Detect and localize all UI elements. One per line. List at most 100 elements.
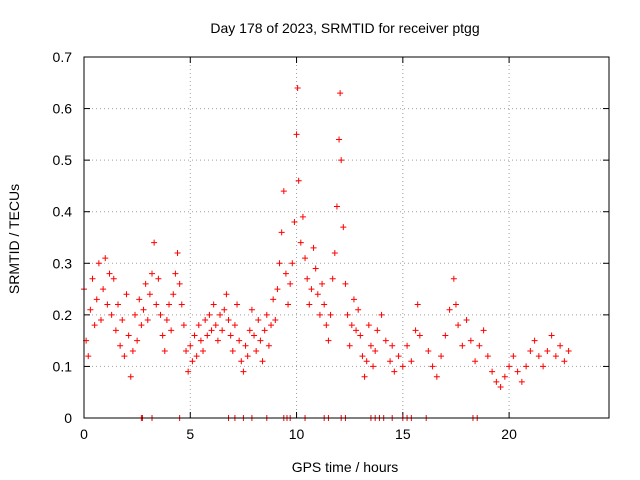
data-point (238, 358, 245, 365)
data-point (261, 327, 268, 334)
data-point (157, 311, 164, 318)
data-point (338, 157, 345, 164)
data-point (395, 353, 402, 360)
data-point (255, 317, 262, 324)
data-point (161, 347, 168, 354)
data-point (168, 327, 175, 334)
data-point (176, 280, 183, 287)
data-point (200, 347, 207, 354)
y-axis-label: SRMTID / TECUs (6, 184, 22, 294)
data-point (346, 342, 353, 349)
data-point (359, 353, 366, 360)
data-point (259, 358, 266, 365)
data-point (337, 90, 344, 97)
data-point (221, 306, 228, 313)
data-point (240, 368, 247, 375)
grid-lines (84, 57, 609, 418)
data-point (297, 239, 304, 246)
data-point (100, 286, 107, 293)
data-point (159, 332, 166, 339)
data-point (544, 347, 551, 354)
data-point (163, 317, 170, 324)
data-point (244, 353, 251, 360)
data-point (557, 342, 564, 349)
data-point (274, 286, 281, 293)
data-point (350, 296, 357, 303)
data-point (348, 322, 355, 329)
y-tick-label: 0.4 (53, 204, 73, 220)
data-point (493, 378, 500, 385)
data-point (151, 239, 158, 246)
data-point (472, 358, 479, 365)
data-point (242, 342, 249, 349)
data-point (365, 322, 372, 329)
data-point (172, 270, 179, 277)
data-point (506, 363, 513, 370)
data-point (372, 347, 379, 354)
data-point (93, 296, 100, 303)
data-point (140, 306, 147, 313)
data-point (217, 311, 224, 318)
data-point (180, 322, 187, 329)
data-point (214, 337, 221, 344)
y-tick-label: 0.7 (53, 49, 73, 65)
data-point (115, 301, 122, 308)
data-point (91, 322, 98, 329)
data-point (446, 306, 453, 313)
data-point (134, 337, 141, 344)
data-point (357, 332, 364, 339)
data-point (146, 291, 153, 298)
data-point (193, 353, 200, 360)
data-point (294, 84, 301, 91)
data-point (316, 311, 323, 318)
data-point (155, 275, 162, 282)
data-point (312, 265, 319, 272)
data-point (106, 270, 113, 277)
data-point (336, 136, 343, 143)
data-point (325, 337, 332, 344)
data-point (452, 301, 459, 308)
data-point (112, 327, 119, 334)
data-point (210, 301, 217, 308)
data-point (138, 322, 145, 329)
data-point (265, 342, 272, 349)
data-point (353, 327, 360, 334)
data-point (85, 353, 92, 360)
data-point (389, 342, 396, 349)
y-tick-label: 0.6 (53, 101, 73, 117)
data-point (276, 260, 283, 267)
data-point (268, 322, 275, 329)
data-point (223, 291, 230, 298)
data-point (189, 358, 196, 365)
x-axis-label: GPS time / hours (292, 459, 399, 475)
data-point (195, 322, 202, 329)
data-point (257, 337, 264, 344)
data-point (282, 270, 289, 277)
data-point (523, 363, 530, 370)
data-point (429, 363, 436, 370)
data-point (408, 358, 415, 365)
data-point (263, 311, 270, 318)
data-point (433, 373, 440, 380)
data-point (208, 327, 215, 334)
data-point (484, 353, 491, 360)
data-point (497, 384, 504, 391)
data-point (119, 317, 126, 324)
data-point (174, 249, 181, 256)
data-point (110, 275, 117, 282)
data-point (285, 301, 292, 308)
data-point (270, 296, 277, 303)
data-point (450, 275, 457, 282)
data-point (527, 347, 534, 354)
data-point (476, 342, 483, 349)
data-point (319, 280, 326, 287)
data-point (510, 353, 517, 360)
data-point (442, 332, 449, 339)
data-point (278, 229, 285, 236)
data-point (387, 358, 394, 365)
data-point (191, 332, 198, 339)
data-point (340, 224, 347, 231)
data-point (561, 358, 568, 365)
data-point (125, 332, 132, 339)
